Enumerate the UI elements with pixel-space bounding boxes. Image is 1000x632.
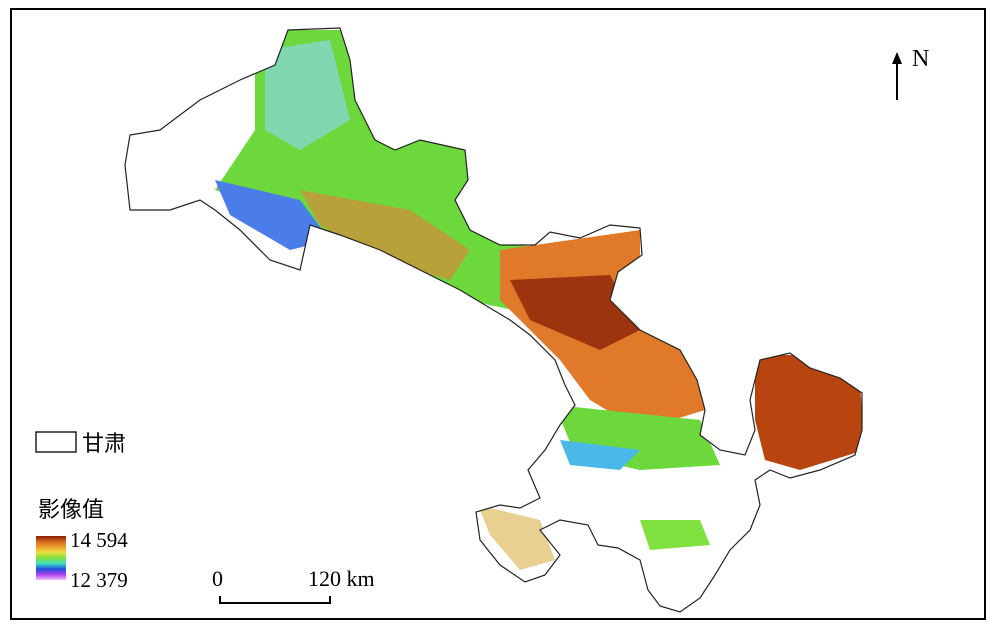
raster-zone-west-cyan [265,40,350,150]
raster-zone-central-dark [510,275,640,350]
legend-boundary-label: 甘肃 [82,432,127,457]
raster-zone-east-block [755,355,862,470]
raster-zone-orange-ridge [300,190,470,280]
legend-max-label: 14 594 [70,528,128,552]
legend-color-ramp [36,536,66,580]
raster-zone-west-blue [215,180,330,250]
legend-min-label: 12 379 [70,568,128,592]
scale-end-label: 120 km [308,566,375,591]
map-frame [10,8,986,620]
scale-start-label: 0 [212,566,223,591]
legend-boundary-swatch [35,431,77,453]
gansu-boundary [124,27,863,613]
raster-zone-south-strip [640,520,710,550]
scale-bar [219,596,331,604]
raster-zone-southwest [478,505,555,570]
legend-title: 影像值 [38,498,105,523]
raster-zone-south-blue [560,440,640,470]
north-arrow [892,52,902,100]
north-label: N [912,46,930,72]
